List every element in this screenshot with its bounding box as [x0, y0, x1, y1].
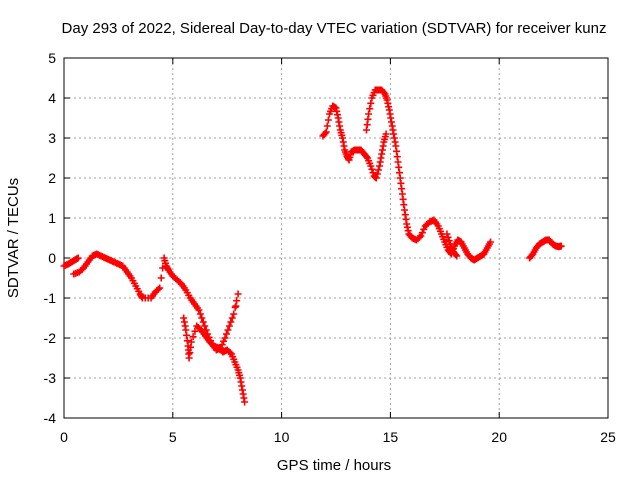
- data-point: [367, 99, 375, 107]
- data-point: [486, 238, 494, 246]
- data-point: [369, 169, 377, 177]
- data-point: [189, 333, 197, 341]
- x-axis-label: GPS time / hours: [277, 457, 391, 474]
- y-tick-label: 0: [48, 250, 56, 266]
- data-point: [372, 174, 380, 182]
- data-point: [443, 230, 451, 238]
- data-point: [365, 110, 373, 118]
- data-point: [198, 314, 206, 322]
- x-tick-label: 10: [274, 429, 290, 445]
- data-point: [222, 330, 230, 338]
- data-point: [417, 232, 425, 240]
- data-point: [453, 252, 461, 260]
- x-tick-label: 25: [600, 429, 616, 445]
- data-point: [230, 310, 238, 318]
- data-point: [415, 233, 423, 241]
- data-point: [420, 225, 428, 233]
- y-tick-label: -2: [44, 330, 57, 346]
- data-point: [324, 116, 332, 124]
- data-point: [366, 105, 374, 113]
- data-point: [418, 229, 426, 237]
- x-tick-label: 15: [383, 429, 399, 445]
- data-point: [221, 334, 229, 342]
- data-points: [60, 86, 565, 406]
- data-point: [367, 162, 375, 170]
- chart-title: Day 293 of 2022, Sidereal Day-to-day VTE…: [62, 20, 607, 37]
- data-point: [323, 122, 331, 130]
- data-point: [382, 130, 390, 138]
- data-point: [445, 237, 453, 245]
- y-tick-label: -3: [44, 370, 57, 386]
- data-point: [74, 254, 82, 262]
- y-tick-label: 2: [48, 170, 56, 186]
- data-point: [187, 338, 195, 346]
- data-point: [154, 285, 162, 293]
- data-point: [218, 341, 226, 349]
- x-tick-label: 5: [169, 429, 177, 445]
- data-point: [225, 322, 233, 330]
- data-point: [156, 284, 164, 292]
- y-tick-label: -4: [44, 410, 57, 426]
- data-point: [374, 166, 382, 174]
- data-point: [368, 165, 376, 173]
- data-point: [232, 302, 240, 310]
- data-point: [157, 274, 165, 282]
- y-tick-label: 1: [48, 210, 56, 226]
- data-point: [224, 326, 232, 334]
- data-point: [373, 170, 381, 178]
- data-point: [220, 337, 228, 345]
- data-point: [321, 129, 329, 137]
- data-point: [199, 318, 207, 326]
- data-point: [201, 322, 209, 330]
- data-point: [444, 233, 452, 241]
- x-tick-label: 0: [60, 429, 68, 445]
- data-point: [234, 290, 242, 298]
- y-tick-label: 4: [48, 90, 56, 106]
- data-point: [196, 310, 204, 318]
- y-tick-label: 3: [48, 130, 56, 146]
- data-point: [241, 398, 249, 406]
- data-point: [557, 242, 565, 250]
- axes-ticks: 0 5 10 15 20 25 -4 -3 -2 -1 0 1 2 3 4 5: [44, 50, 616, 445]
- data-point: [226, 349, 234, 357]
- data-point: [362, 153, 370, 161]
- y-tick-label: 5: [48, 50, 56, 66]
- y-axis-label: SDTVAR / TECUs: [5, 178, 22, 298]
- y-tick-label: -1: [44, 290, 57, 306]
- data-point: [228, 314, 236, 322]
- data-point: [322, 128, 330, 136]
- data-point: [191, 327, 199, 335]
- data-point: [195, 306, 203, 314]
- data-point: [227, 318, 235, 326]
- x-tick-label: 20: [491, 429, 507, 445]
- data-point: [452, 251, 460, 259]
- plot-frame: [63, 57, 609, 419]
